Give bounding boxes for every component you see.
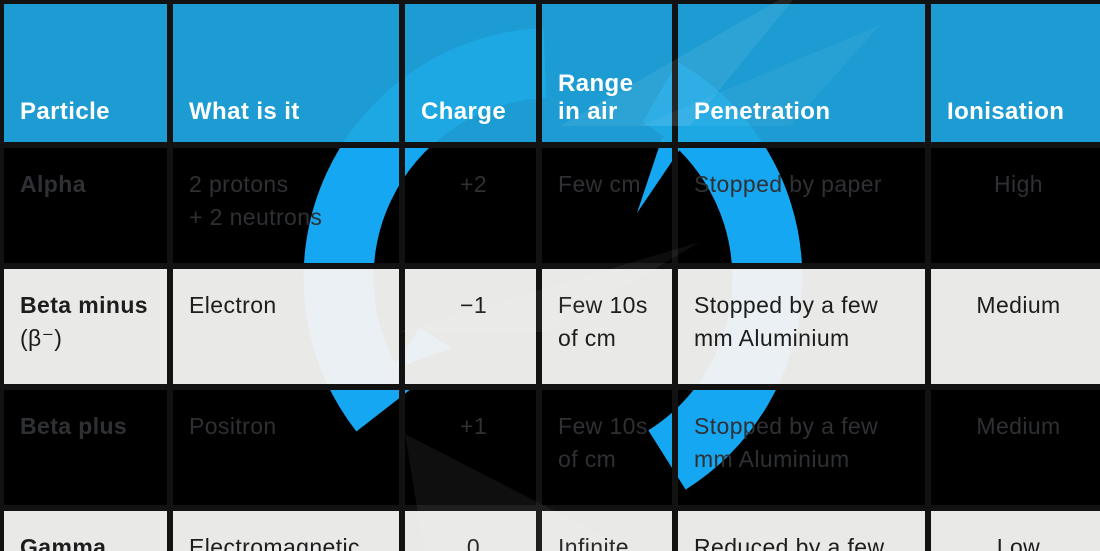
charge-cell: −1 <box>399 263 542 390</box>
range-in-air-cell: Few 10s of cm <box>536 384 678 511</box>
penetration-cell: Stopped by a few mm Aluminium <box>672 263 931 390</box>
range-in-air-cell: Infinite <box>536 505 678 551</box>
column-header-penetration: Penetration <box>672 0 931 148</box>
table-row-gamma: Gamma(γ)Electromagnetic wave0InfiniteRed… <box>0 505 1100 551</box>
particle-cell: Beta minus (β⁻) <box>0 263 173 390</box>
particle-name: Alpha <box>20 171 86 197</box>
range-in-air-cell: Few cm <box>536 142 678 269</box>
column-header-range-in-air: Range in air <box>536 0 678 148</box>
particle-name: Beta plus <box>20 413 128 439</box>
ionisation-cell: Low <box>925 505 1100 551</box>
penetration-cell: Stopped by paper <box>672 142 931 269</box>
column-header-particle: Particle <box>0 0 173 148</box>
particle-cell: Gamma(γ) <box>0 505 173 551</box>
particle-name: Gamma <box>20 534 107 551</box>
ionisation-cell: High <box>925 142 1100 269</box>
what-is-it-cell: Electromagnetic wave <box>167 505 405 551</box>
ionisation-cell: Medium <box>925 263 1100 390</box>
range-in-air-cell: Few 10s of cm <box>536 263 678 390</box>
charge-cell: +1 <box>399 384 542 511</box>
what-is-it-cell: 2 protons + 2 neutrons <box>167 142 405 269</box>
penetration-cell: Reduced by a few mm Lead <box>672 505 931 551</box>
what-is-it-cell: Positron <box>167 384 405 511</box>
column-header-charge: Charge <box>399 0 542 148</box>
particle-cell: Alpha(α) <box>0 142 173 269</box>
what-is-it-cell: Electron <box>167 263 405 390</box>
column-header-ionisation: Ionisation <box>925 0 1100 148</box>
particle-cell: Beta plus(β⁺) <box>0 384 173 511</box>
ionisation-cell: Medium <box>925 384 1100 511</box>
particle-symbol: (β⁻) <box>20 325 63 352</box>
charge-cell: +2 <box>399 142 542 269</box>
penetration-cell: Stopped by a few mm Aluminium <box>672 384 931 511</box>
particle-name: Beta minus <box>20 292 148 318</box>
table-row-beta-minus: Beta minus (β⁻) Electron −1 Few 10s of cm Sto… <box>0 263 1100 390</box>
column-header-what-is-it: What is it <box>167 0 405 148</box>
header-row: Particle What is it Charge Range in air … <box>0 0 1100 148</box>
charge-cell: 0 <box>399 505 542 551</box>
